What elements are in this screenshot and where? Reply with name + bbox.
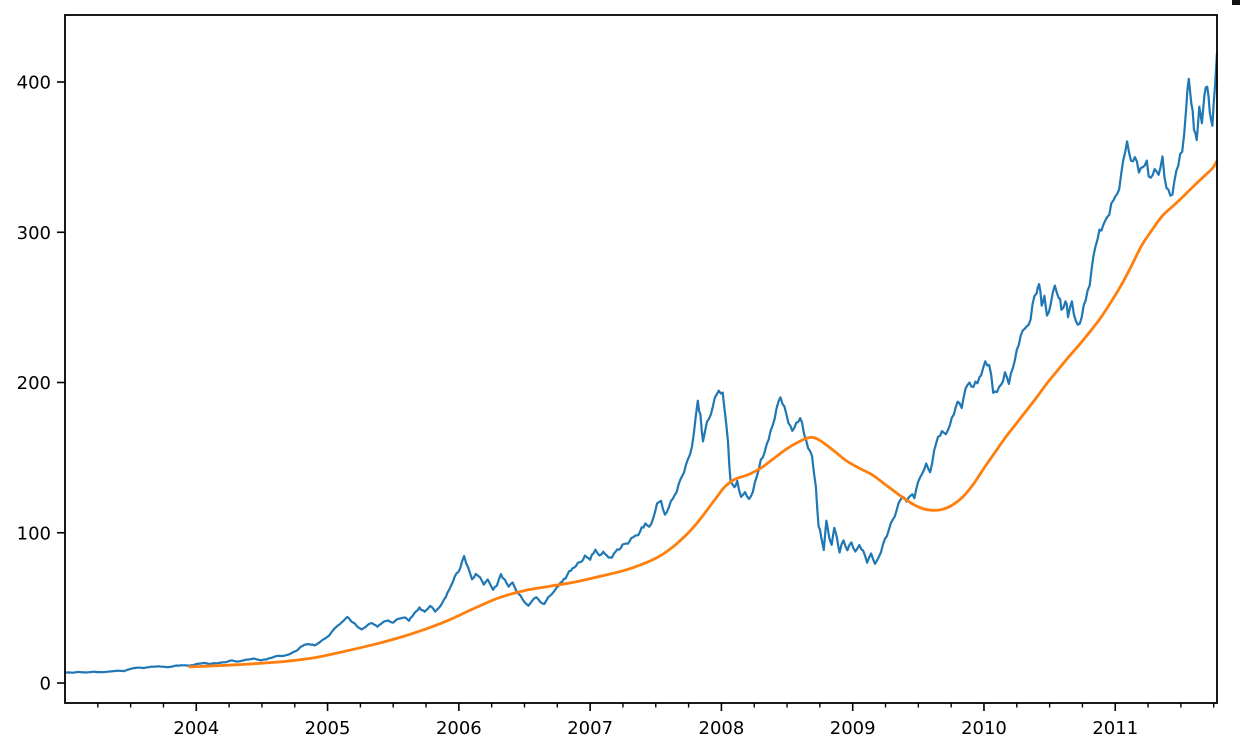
plot-frame — [64, 14, 1218, 704]
series-smoothed-average-orange — [188, 159, 1217, 669]
y-tick-label: 400 — [17, 73, 51, 94]
x-tick-label: 2004 — [173, 718, 219, 739]
y-tick-label: 0 — [40, 674, 51, 695]
y-tick-label: 200 — [17, 373, 51, 394]
series-daily-price-blue — [65, 51, 1217, 674]
x-tick-label: 2010 — [961, 718, 1007, 739]
x-tick-label: 2011 — [1092, 718, 1138, 739]
x-tick-label: 2008 — [699, 718, 745, 739]
y-tick-label: 300 — [17, 223, 51, 244]
corner-artifact — [1232, 0, 1240, 5]
x-tick-label: 2009 — [830, 718, 876, 739]
y-tick-label: 100 — [17, 523, 51, 544]
x-tick-label: 2005 — [305, 718, 351, 739]
x-tick-label: 2006 — [436, 718, 482, 739]
x-tick-label: 2007 — [567, 718, 613, 739]
